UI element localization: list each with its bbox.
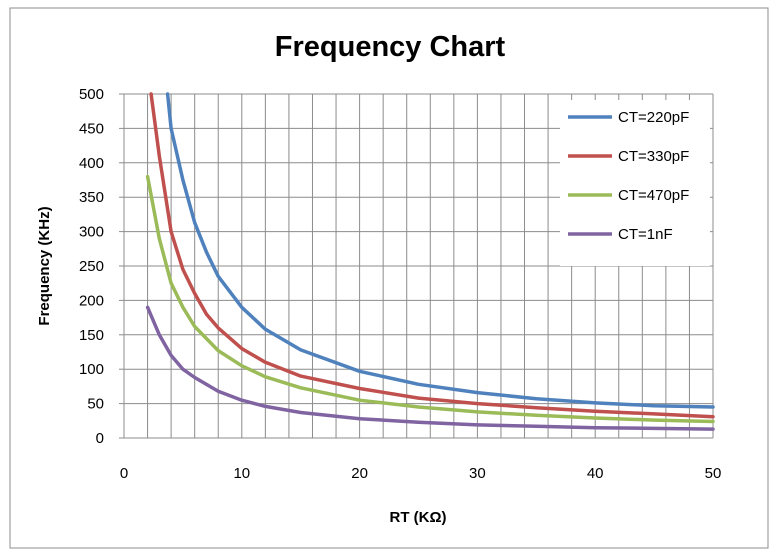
series-line-1 [165, 92, 715, 409]
legend-label: CT=330pF [618, 148, 689, 165]
legend-box [560, 100, 710, 266]
series-line-2 [149, 92, 715, 419]
legend-label: CT=470pF [618, 187, 689, 204]
y-tick-label: 100 [79, 361, 104, 378]
y-tick-label: 150 [79, 327, 104, 344]
x-tick-label: 10 [233, 465, 250, 482]
chart-title: Frequency Chart [275, 31, 506, 63]
x-tick-label: 50 [705, 465, 722, 482]
chart-border [9, 7, 769, 549]
y-tick-label: 450 [79, 120, 104, 137]
y-tick-label: 0 [96, 430, 104, 447]
x-tick-label: 40 [587, 465, 604, 482]
y-tick-label: 200 [79, 292, 104, 309]
legend-label: CT=220pF [618, 109, 689, 126]
legend: CT=220pF CT=330pF CT=470pF CT=1nF [568, 109, 689, 243]
series-layer [145, 92, 715, 431]
y-axis-label: Frequency (KHz) [36, 206, 53, 325]
y-tick-label: 300 [79, 224, 104, 241]
y-tick-label: 250 [79, 258, 104, 275]
legend-label: CT=1nF [618, 226, 673, 243]
x-tick-label: 0 [120, 465, 128, 482]
y-tick-label: 400 [79, 155, 104, 172]
series-line-3 [145, 174, 715, 424]
x-axis-label: RT (KΩ) [389, 509, 446, 526]
y-tick-label: 50 [87, 396, 104, 413]
y-tick-label: 500 [79, 86, 104, 103]
series-line-4 [145, 305, 715, 431]
x-tick-label: 20 [351, 465, 368, 482]
axis-layer: 0 50 100 150 200 250 300 350 400 450 500 0 10 20 30 40 5… [79, 86, 721, 482]
y-tick-label: 350 [79, 189, 104, 206]
x-tick-label: 30 [469, 465, 486, 482]
